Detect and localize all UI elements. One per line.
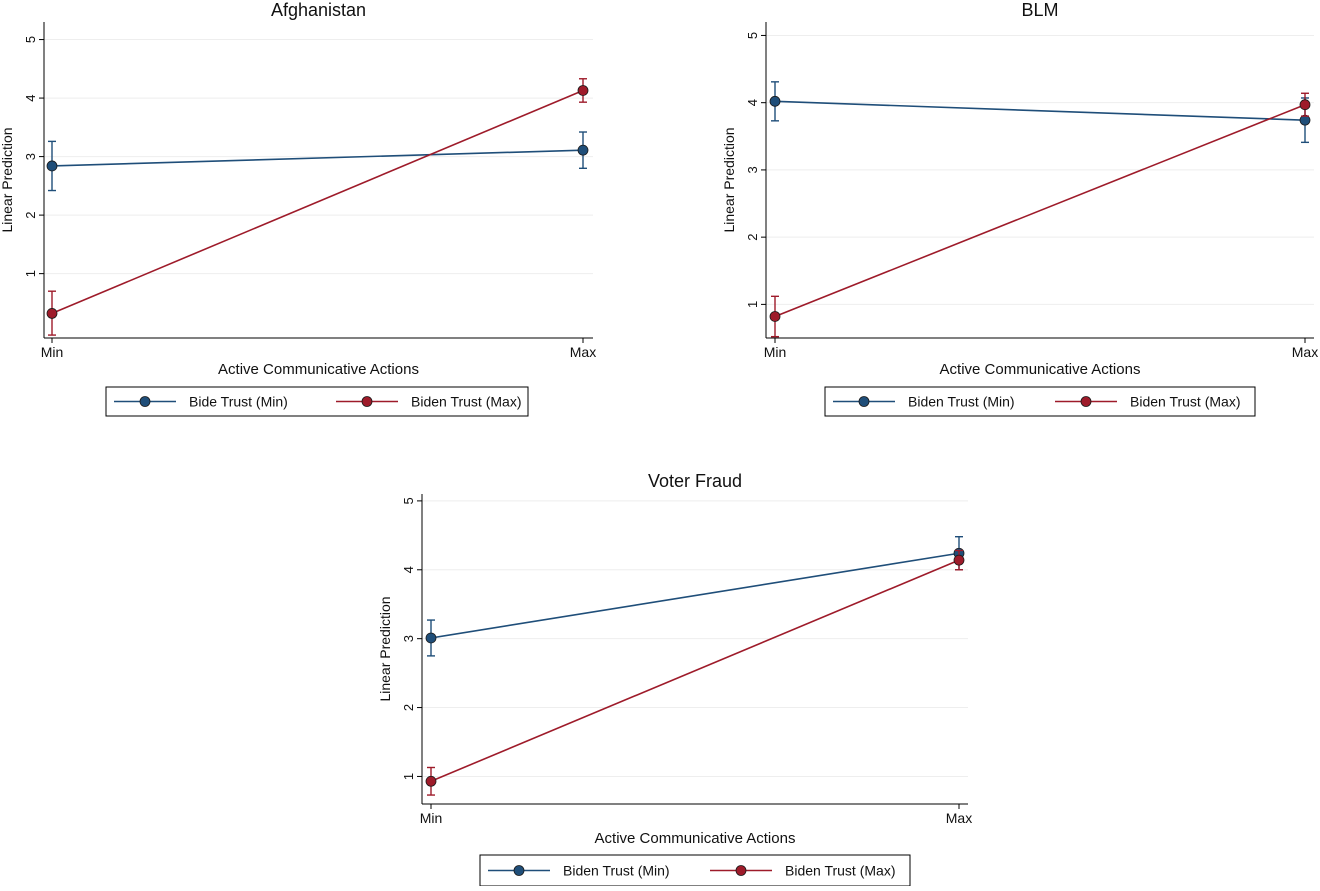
data-point bbox=[1299, 99, 1311, 111]
y-axis-label: Linear Prediction bbox=[721, 127, 737, 232]
y-tick-label: 5 bbox=[745, 32, 760, 39]
x-axis-label: Active Communicative Actions bbox=[218, 361, 419, 378]
legend-marker bbox=[735, 865, 747, 876]
data-point bbox=[46, 308, 58, 319]
y-tick-label: 4 bbox=[745, 99, 760, 106]
x-tick-label: Max bbox=[570, 344, 596, 360]
chart-panel-1: 1 2 3 4 5 Min Max Afghanistan Active Communicati… bbox=[0, 0, 596, 417]
legend-marker bbox=[1080, 396, 1092, 407]
data-point bbox=[769, 311, 781, 322]
y-tick-label: 2 bbox=[23, 211, 38, 218]
series-line-1 bbox=[51, 149, 584, 167]
series-line-2 bbox=[51, 89, 584, 315]
y-tick-label: 3 bbox=[745, 166, 760, 173]
x-axis-label: Active Communicative Actions bbox=[940, 361, 1141, 378]
legend-label: Biden Trust (Max) bbox=[1130, 394, 1240, 410]
y-tick-label: 1 bbox=[23, 270, 38, 277]
data-point bbox=[577, 85, 589, 96]
y-tick-label: 3 bbox=[401, 635, 416, 642]
series-line-1 bbox=[774, 100, 1306, 121]
legend-marker bbox=[513, 865, 525, 876]
chart-title: BLM bbox=[1021, 0, 1058, 20]
y-axis-label: Linear Prediction bbox=[377, 596, 393, 701]
chart-title: Voter Fraud bbox=[648, 471, 742, 491]
chart-panel-2: 1 2 3 4 5 Min Max BLM Active Communicative Actio… bbox=[721, 0, 1318, 417]
y-tick-label: 5 bbox=[401, 497, 416, 504]
legend: Biden Trust (Min) Biden Trust (Max) bbox=[824, 386, 1256, 417]
x-tick-label: Min bbox=[420, 810, 443, 826]
chart-panel-3: 1 2 3 4 5 Min Max Voter Fraud Active Communicati… bbox=[377, 471, 972, 887]
data-point bbox=[953, 554, 965, 566]
series-line-2 bbox=[430, 559, 960, 783]
x-axis-label: Active Communicative Actions bbox=[595, 830, 796, 847]
legend-box bbox=[824, 386, 1256, 417]
legend-label: Bide Trust (Min) bbox=[189, 394, 288, 410]
legend-marker bbox=[361, 396, 373, 407]
legend: Biden Trust (Min) Biden Trust (Max) bbox=[479, 854, 911, 887]
data-point bbox=[769, 95, 781, 107]
y-tick-label: 5 bbox=[23, 36, 38, 43]
data-point bbox=[425, 775, 437, 787]
x-tick-label: Max bbox=[1292, 344, 1318, 360]
legend-label: Biden Trust (Max) bbox=[785, 863, 895, 879]
data-point bbox=[577, 144, 589, 156]
legend-label: Biden Trust (Max) bbox=[411, 394, 521, 410]
legend-marker bbox=[858, 396, 870, 407]
x-tick-label: Min bbox=[41, 344, 64, 360]
y-tick-label: 3 bbox=[23, 153, 38, 160]
y-tick-label: 4 bbox=[23, 94, 38, 101]
x-tick-label: Min bbox=[764, 344, 787, 360]
y-tick-label: 2 bbox=[401, 704, 416, 711]
legend-box bbox=[105, 386, 529, 417]
series-line-2 bbox=[774, 103, 1306, 318]
legend-label: Biden Trust (Min) bbox=[563, 863, 670, 879]
y-axis-label: Linear Prediction bbox=[0, 127, 15, 232]
y-tick-label: 2 bbox=[745, 234, 760, 241]
data-point bbox=[46, 160, 58, 172]
y-tick-label: 1 bbox=[745, 301, 760, 308]
series-line-1 bbox=[430, 552, 960, 639]
data-point bbox=[425, 632, 437, 644]
legend-label: Biden Trust (Min) bbox=[908, 394, 1015, 410]
legend-marker bbox=[139, 396, 151, 407]
legend: Bide Trust (Min) Biden Trust (Max) bbox=[105, 386, 529, 417]
chart-title: Afghanistan bbox=[271, 0, 366, 20]
y-tick-label: 4 bbox=[401, 566, 416, 573]
y-tick-label: 1 bbox=[401, 773, 416, 780]
x-tick-label: Max bbox=[946, 810, 972, 826]
legend-box bbox=[479, 854, 911, 887]
